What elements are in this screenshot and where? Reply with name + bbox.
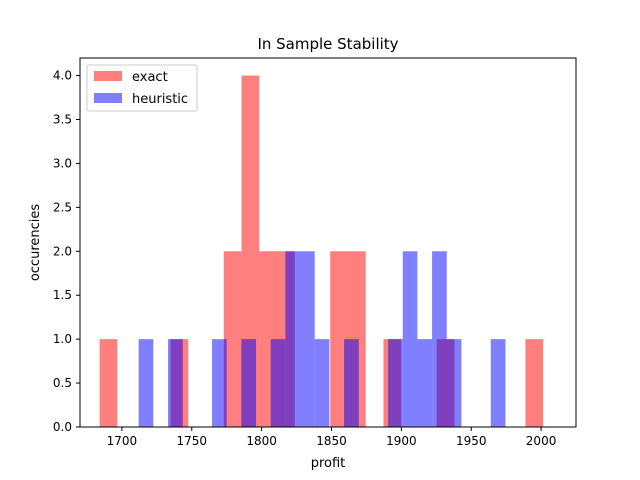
heuristic-bar — [241, 339, 257, 427]
x-tick-label: 1850 — [316, 434, 347, 448]
bars-layer — [99, 75, 544, 428]
legend-swatch-exact — [94, 71, 122, 81]
heuristic-bar — [432, 251, 447, 427]
heuristic-bar — [402, 251, 418, 427]
y-axis: 0.0 0.5 1.0 1.5 2.0 2.5 3.0 3.5 4.0 — [53, 69, 80, 434]
legend-swatch-heuristic — [94, 93, 122, 103]
heuristic-bar — [270, 339, 286, 427]
heuristic-bar — [138, 339, 154, 427]
y-tick-label: 4.0 — [53, 69, 72, 83]
exact-bar — [223, 251, 242, 427]
heuristic-bar — [314, 339, 330, 427]
y-tick-label: 2.0 — [53, 244, 72, 258]
x-tick-label: 2000 — [526, 434, 557, 448]
heuristic-bar — [446, 339, 462, 427]
exact-bar — [99, 339, 118, 427]
legend: exact heuristic — [86, 64, 198, 112]
y-tick-label: 1.5 — [53, 288, 72, 302]
x-tick-label: 1700 — [107, 434, 138, 448]
exact-bar — [525, 339, 544, 427]
y-tick-label: 0.0 — [53, 420, 72, 434]
plot-frame — [79, 57, 577, 428]
x-tick-label: 1900 — [386, 434, 417, 448]
heuristic-bar — [388, 339, 403, 427]
legend-label-heuristic: heuristic — [132, 92, 188, 107]
x-tick-label: 1950 — [456, 434, 487, 448]
y-axis-label: occurencies — [28, 204, 43, 282]
heuristic-bar — [212, 339, 227, 427]
x-tick-label: 1750 — [177, 434, 208, 448]
y-tick-label: 1.0 — [53, 332, 72, 346]
heuristic-bar — [490, 339, 506, 427]
chart-title: In Sample Stability — [257, 35, 398, 53]
legend-label-exact: exact — [132, 70, 168, 85]
x-tick-label: 1800 — [246, 434, 277, 448]
heuristic-bar — [417, 339, 433, 427]
heuristic-bar — [344, 339, 359, 427]
y-tick-label: 3.0 — [53, 156, 72, 170]
x-axis: 1700 1750 1800 1850 1900 1950 2000 — [107, 427, 557, 448]
y-tick-label: 0.5 — [53, 376, 72, 390]
y-tick-label: 2.5 — [53, 200, 72, 214]
heuristic-bar — [168, 339, 183, 427]
heuristic-bar — [285, 251, 301, 427]
y-tick-label: 3.5 — [53, 113, 72, 127]
x-axis-label: profit — [311, 456, 346, 471]
exact-bar — [330, 251, 348, 427]
heuristic-bar — [300, 251, 315, 427]
